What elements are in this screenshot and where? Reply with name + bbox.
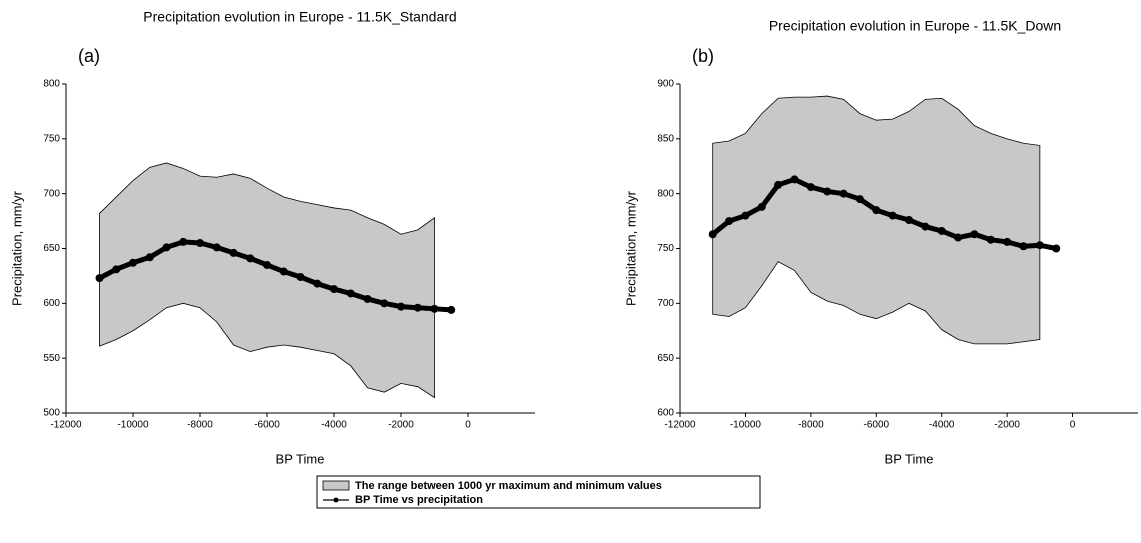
y-tick-label: 800	[43, 79, 60, 90]
data-point	[229, 248, 238, 257]
data-point	[196, 239, 204, 248]
x-tick-label: -2000	[994, 420, 1020, 431]
x-tick-label: -8000	[798, 420, 824, 431]
x-tick-label: -10000	[117, 420, 149, 431]
data-point	[397, 302, 405, 311]
data-point	[162, 243, 171, 252]
x-tick-label: -12000	[50, 420, 82, 431]
data-point	[855, 195, 864, 204]
data-point	[905, 215, 913, 224]
y-tick-label: 600	[657, 408, 674, 419]
data-point	[112, 265, 121, 274]
y-tick-label: 800	[657, 188, 674, 199]
data-point	[725, 217, 734, 226]
data-point	[888, 211, 897, 220]
y-tick-label: 700	[657, 298, 674, 309]
legend-box	[316, 475, 761, 509]
legend-marker	[333, 497, 339, 503]
data-point	[129, 258, 137, 267]
data-point	[806, 183, 815, 192]
data-point	[263, 260, 271, 269]
data-point	[430, 304, 439, 313]
data-point	[970, 230, 979, 239]
series-line	[98, 239, 452, 313]
x-axis-label: BP Time	[276, 451, 325, 466]
legend-swatch	[322, 480, 350, 491]
x-tick-label: -4000	[929, 420, 955, 431]
legend: The range between 1000 yr maximum and mi…	[316, 475, 761, 509]
x-tick-label: -10000	[730, 420, 762, 431]
range-band	[712, 95, 1041, 345]
data-point	[145, 253, 154, 262]
panel-label: (a)	[78, 46, 100, 66]
y-tick-label: 550	[43, 353, 60, 364]
data-point	[1019, 242, 1028, 251]
x-tick-label: -2000	[388, 420, 414, 431]
y-tick-label: 900	[657, 79, 674, 90]
x-tick-label: 0	[1070, 420, 1076, 431]
data-point	[741, 211, 750, 220]
data-point	[872, 206, 881, 215]
y-tick-label: 650	[43, 243, 60, 254]
chart-title: Precipitation evolution in Europe - 11.5…	[143, 9, 456, 25]
data-point	[179, 237, 188, 246]
x-tick-label: -4000	[321, 420, 347, 431]
data-point	[330, 285, 338, 294]
y-tick-label: 750	[657, 243, 674, 254]
data-point	[986, 235, 995, 244]
data-point	[1003, 237, 1012, 246]
data-point	[937, 226, 946, 235]
legend-label: The range between 1000 yr maximum and mi…	[355, 480, 662, 492]
y-tick-label: 700	[43, 188, 60, 199]
y-tick-label: 500	[43, 408, 60, 419]
series-line	[711, 176, 1057, 251]
data-point	[346, 289, 355, 298]
y-axis-label: Precipitation, mm/yr	[9, 190, 24, 306]
y-tick-label: 850	[657, 133, 674, 144]
chart-title: Precipitation evolution in Europe - 11.5…	[769, 18, 1061, 34]
x-tick-label: -6000	[863, 420, 889, 431]
data-point	[1052, 244, 1061, 253]
data-point	[246, 254, 255, 263]
data-point	[1035, 241, 1044, 250]
y-tick-label: 600	[43, 298, 60, 309]
data-point	[823, 187, 832, 196]
data-point	[95, 274, 104, 283]
data-point	[774, 180, 783, 189]
x-axis-label: BP Time	[885, 451, 934, 466]
data-point	[380, 299, 389, 308]
data-point	[954, 233, 963, 242]
y-tick-label: 650	[657, 353, 674, 364]
data-point	[413, 303, 422, 312]
data-point	[212, 243, 221, 252]
data-point	[839, 189, 848, 198]
chart-panel: Precipitation evolution in Europe - 11.5…	[9, 9, 535, 466]
data-point	[363, 294, 372, 303]
y-axis-label: Precipitation, mm/yr	[623, 190, 638, 306]
x-tick-label: -12000	[664, 420, 696, 431]
data-point	[921, 222, 930, 231]
range-band	[99, 162, 435, 399]
chart-panel: Precipitation evolution in Europe - 11.5…	[623, 18, 1138, 466]
legend-label: BP Time vs precipitation	[355, 494, 483, 506]
panel-label: (b)	[692, 46, 714, 66]
data-point	[757, 202, 766, 211]
y-tick-label: 750	[43, 133, 60, 144]
data-point	[296, 273, 305, 282]
data-point	[279, 267, 288, 276]
x-tick-label: 0	[465, 420, 471, 431]
data-point	[313, 279, 322, 288]
data-point	[447, 305, 456, 314]
data-point	[708, 230, 717, 239]
x-tick-label: -6000	[254, 420, 280, 431]
x-tick-label: -8000	[187, 420, 213, 431]
data-point	[790, 175, 799, 184]
